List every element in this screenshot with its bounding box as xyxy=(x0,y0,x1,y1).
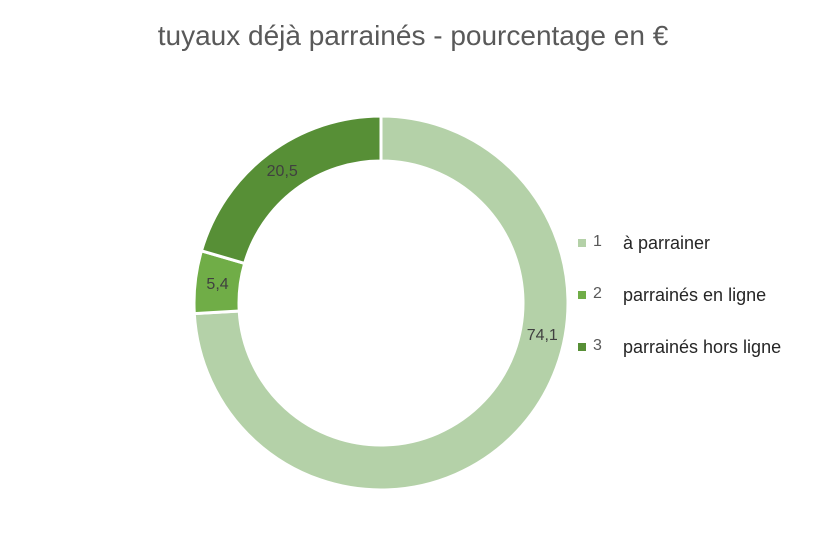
data-label-2: 5,4 xyxy=(206,276,228,293)
data-label-1: 74,1 xyxy=(527,327,558,344)
legend-label-2: parrainés en ligne xyxy=(623,285,767,305)
data-label-3: 20,5 xyxy=(267,163,298,180)
legend-category-2: 2 xyxy=(593,285,602,302)
legend-swatch-2 xyxy=(578,291,586,299)
legend-label-3: parrainés hors ligne xyxy=(623,337,782,357)
legend-category-3: 3 xyxy=(593,337,602,354)
donut-slice-1 xyxy=(192,114,570,492)
donut-slice-3 xyxy=(199,114,383,266)
legend-swatch-1 xyxy=(578,239,586,247)
legend-category-1: 1 xyxy=(593,233,602,250)
legend-swatch-3 xyxy=(578,343,586,351)
chart-title: tuyaux déjà parrainés - pourcentage en € xyxy=(157,20,669,51)
legend-label-1: à parrainer xyxy=(623,233,711,253)
